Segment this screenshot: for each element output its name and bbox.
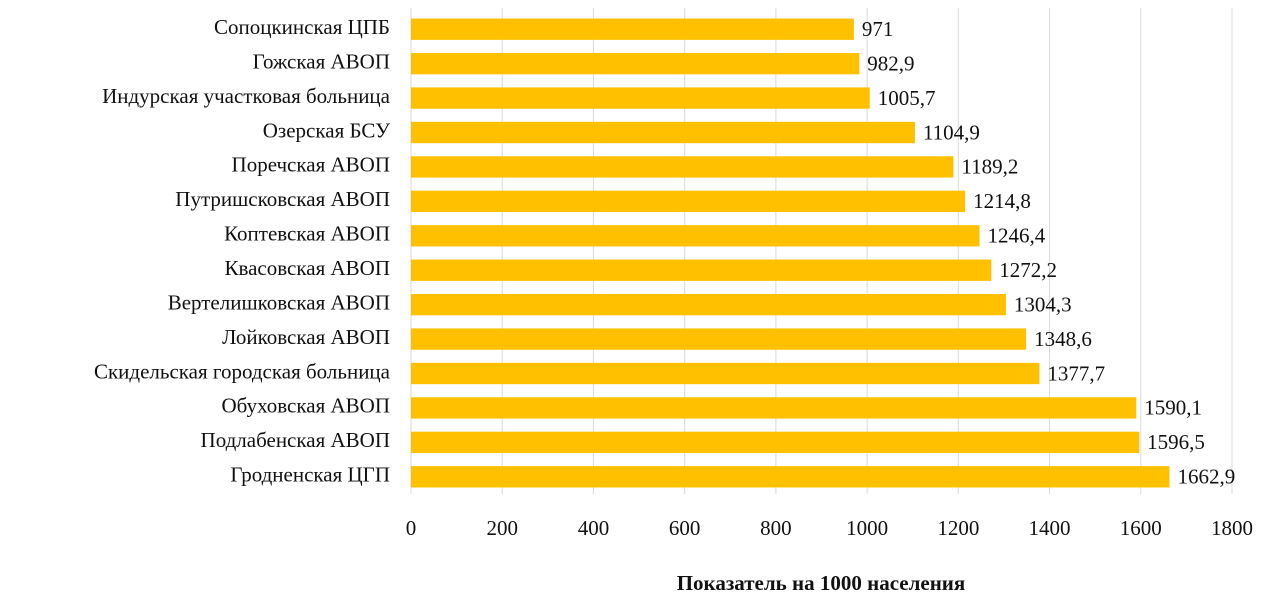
y-tick-label: Подлабенская АВОП — [201, 428, 390, 452]
bar — [411, 156, 954, 178]
x-tick-label: 0 — [406, 516, 417, 540]
value-label: 1214,8 — [973, 189, 1031, 213]
bar — [411, 52, 860, 75]
bar — [411, 328, 1027, 350]
y-tick-label: Квасовская АВОП — [224, 256, 390, 280]
x-axis-title: Показатель на 1000 населения — [677, 571, 966, 595]
value-label: 1272,2 — [999, 258, 1057, 282]
value-label: 1590,1 — [1144, 396, 1202, 420]
bar — [411, 18, 854, 40]
value-label: 1304,3 — [1014, 292, 1072, 316]
y-tick-label: Озерская БСУ — [263, 118, 390, 142]
y-tick-label: Лойковская АВОП — [222, 325, 390, 349]
y-tick-label: Коптевская АВОП — [224, 222, 390, 246]
value-label: 1348,6 — [1034, 327, 1092, 351]
y-tick-label: Скидельская городская больница — [94, 359, 391, 383]
bar — [411, 431, 1140, 454]
value-label: 1005,7 — [878, 86, 936, 110]
x-tick-label: 600 — [669, 516, 701, 540]
value-label: 1104,9 — [923, 120, 980, 144]
y-tick-label: Вертелишковская АВОП — [168, 290, 390, 314]
x-tick-label: 1600 — [1120, 516, 1162, 540]
value-label: 1662,9 — [1177, 465, 1235, 489]
bar — [411, 259, 992, 281]
y-tick-label: Индурская участковая больница — [102, 84, 391, 108]
x-tick-label: 1400 — [1029, 516, 1071, 540]
x-tick-label: 1800 — [1211, 516, 1253, 540]
value-label: 982,9 — [867, 51, 914, 75]
y-tick-label: Обуховская АВОП — [222, 394, 390, 418]
y-tick-label: Гожская АВОП — [253, 49, 390, 73]
x-tick-label: 800 — [760, 516, 792, 540]
x-tick-label: 400 — [578, 516, 610, 540]
x-tick-label: 1200 — [937, 516, 979, 540]
value-label: 1189,2 — [961, 155, 1018, 179]
bar — [411, 362, 1040, 385]
y-tick-label: Поречская АВОП — [232, 153, 390, 177]
x-tick-label: 1000 — [846, 516, 888, 540]
value-label: 1596,5 — [1147, 430, 1205, 454]
bar — [411, 397, 1137, 419]
bar — [411, 190, 966, 213]
value-label: 1246,4 — [987, 224, 1045, 248]
bar — [411, 87, 870, 109]
y-tick-label: Гродненская ЦГП — [230, 463, 390, 487]
x-tick-label: 200 — [486, 516, 518, 540]
bar — [411, 225, 980, 247]
y-tick-label: Сопоцкинская ЦПБ — [214, 15, 390, 39]
bar — [411, 293, 1006, 316]
y-tick-label: Путришсковская АВОП — [175, 187, 390, 211]
bar — [411, 121, 915, 144]
value-label: 1377,7 — [1047, 361, 1105, 385]
bar — [411, 466, 1170, 488]
value-label: 971 — [862, 17, 894, 41]
